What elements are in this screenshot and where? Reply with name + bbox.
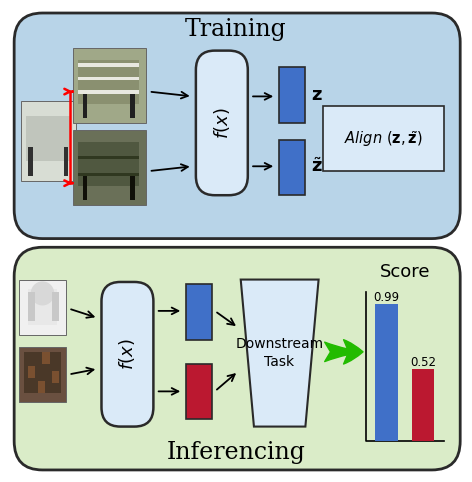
Bar [375, 304, 398, 441]
Text: Training: Training [185, 18, 287, 41]
Bar [42, 352, 50, 364]
Bar [78, 63, 139, 67]
Bar [130, 94, 135, 118]
Text: 0.99: 0.99 [373, 292, 400, 304]
Bar [28, 366, 35, 378]
Text: $\mathit{Align}\ (\mathbf{z}, \tilde{\mathbf{z}})$: $\mathit{Align}\ (\mathbf{z}, \tilde{\ma… [344, 129, 423, 149]
Bar [52, 292, 59, 321]
Bar [78, 60, 139, 104]
Bar [26, 116, 71, 161]
Bar [279, 140, 305, 195]
Bar [78, 77, 139, 80]
Text: Score: Score [380, 263, 430, 281]
Bar [323, 106, 444, 171]
Text: Downstream
Task: Downstream Task [236, 336, 323, 369]
Bar [73, 48, 146, 123]
Bar [83, 176, 87, 200]
Text: $\tilde{\mathbf{z}}$: $\tilde{\mathbf{z}}$ [311, 158, 322, 176]
FancyBboxPatch shape [14, 13, 460, 239]
Bar [412, 369, 434, 441]
Bar [73, 130, 146, 205]
Text: $f(x)$: $f(x)$ [118, 338, 137, 370]
Bar [78, 90, 139, 94]
Text: 0.52: 0.52 [410, 357, 436, 369]
Bar [28, 292, 35, 321]
FancyBboxPatch shape [196, 51, 248, 195]
Bar [19, 347, 66, 402]
Bar [64, 147, 68, 176]
Bar [38, 381, 45, 393]
Bar [21, 101, 76, 181]
Bar [52, 371, 59, 383]
Bar [28, 147, 33, 176]
Bar [78, 173, 139, 176]
Text: $f(x)$: $f(x)$ [212, 107, 232, 139]
Bar [130, 176, 135, 200]
Circle shape [31, 281, 54, 306]
FancyBboxPatch shape [101, 282, 153, 427]
Bar [24, 352, 61, 393]
Bar [78, 156, 139, 159]
Text: $\mathbf{z}$: $\mathbf{z}$ [311, 86, 322, 104]
Text: Inferencing: Inferencing [167, 441, 305, 464]
Bar [186, 364, 212, 419]
Bar [19, 280, 66, 335]
Polygon shape [241, 280, 319, 427]
Bar [279, 67, 305, 123]
Bar [186, 284, 212, 340]
Bar [28, 289, 57, 325]
Bar [83, 94, 87, 118]
FancyBboxPatch shape [14, 247, 460, 470]
Bar [78, 142, 139, 186]
